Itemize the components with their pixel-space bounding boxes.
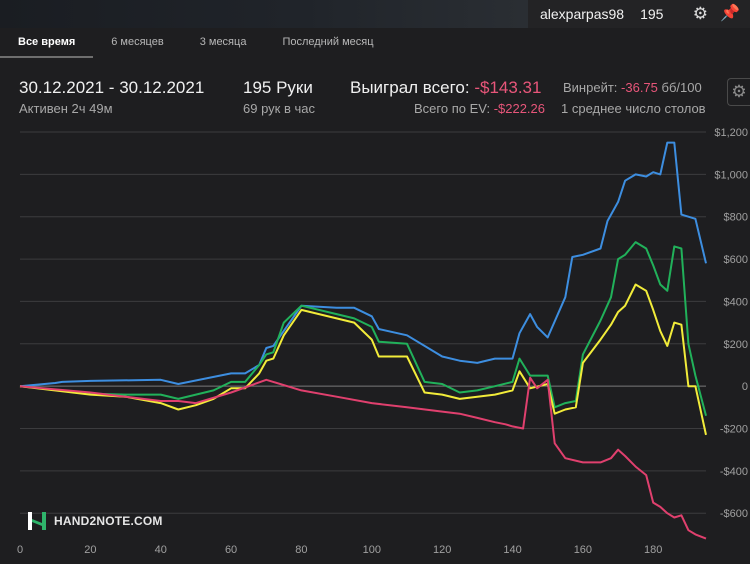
tab-last-month[interactable]: Последний месяц (282, 36, 374, 48)
x-tick-label: 60 (225, 544, 237, 556)
avg-tables: 1 среднее число столов (561, 101, 706, 116)
y-tick-label: -$400 (720, 466, 748, 478)
hands-per-hour: 69 рук в час (243, 101, 315, 116)
x-tick-label: 40 (155, 544, 167, 556)
won-label: Выиграл всего: (350, 78, 470, 97)
x-tick-label: 0 (17, 544, 23, 556)
y-tick-label: $1,000 (714, 169, 748, 181)
period-tabs: Все время 6 месяцев 3 месяца Последний м… (0, 28, 750, 58)
won-total: Выиграл всего: -$143.31 (350, 78, 541, 98)
y-tick-label: $600 (724, 254, 748, 266)
y-tick-label: 0 (742, 381, 748, 393)
won-value: -$143.31 (474, 78, 542, 97)
user-panel: alexparpas98 195 ⚙ 📌 (528, 0, 750, 28)
tab-all-time[interactable]: Все время (0, 28, 94, 58)
ev-value: -$222.26 (493, 101, 546, 116)
x-tick-label: 100 (363, 544, 381, 556)
y-tick-label: $400 (724, 296, 748, 308)
series-line-1 (19, 241, 707, 417)
x-tick-label: 120 (433, 544, 451, 556)
winrate: Винрейт: -36.75 бб/100 (563, 80, 702, 95)
settings-gear-icon[interactable]: ⚙ (692, 4, 708, 23)
hands-total: 195 Руки (243, 78, 313, 97)
x-tick-label: 80 (295, 544, 307, 556)
series-line-3 (19, 376, 707, 540)
username[interactable]: alexparpas98 (540, 6, 625, 22)
x-tick-label: 180 (644, 544, 662, 556)
logo-text: HAND2NOTE.COM (54, 514, 163, 528)
tab-3-months[interactable]: 3 месяца (199, 36, 247, 48)
chart-settings-gear-icon[interactable]: ⚙ (727, 78, 750, 106)
winrate-unit: бб/100 (661, 80, 702, 95)
series-line-0 (19, 141, 707, 388)
x-tick-label: 140 (503, 544, 521, 556)
y-tick-label: -$600 (720, 508, 748, 520)
active-time: Активен 2ч 49м (19, 101, 113, 116)
ev-total: Всего по EV: -$222.26 (414, 101, 545, 116)
hand2note-logo: HAND2NOTE.COM (26, 510, 163, 532)
series-line-2 (19, 283, 707, 436)
y-tick-label: $200 (724, 339, 748, 351)
y-tick-label: -$200 (720, 424, 748, 436)
winrate-label: Винрейт: (563, 80, 618, 95)
hands-count: 195 (640, 6, 664, 22)
y-tick-label: $1,200 (714, 127, 748, 139)
y-tick-label: $800 (724, 212, 748, 224)
x-tick-label: 20 (84, 544, 96, 556)
hand2note-logo-icon (28, 512, 46, 530)
x-tick-label: 160 (574, 544, 592, 556)
top-bar: alexparpas98 195 ⚙ 📌 (0, 0, 750, 28)
winrate-value: -36.75 (621, 80, 658, 95)
date-range: 30.12.2021 - 30.12.2021 (19, 78, 205, 97)
tab-6-months[interactable]: 6 месяцев (111, 36, 164, 48)
pin-icon[interactable]: 📌 (720, 5, 740, 22)
ev-label: Всего по EV: (414, 101, 491, 116)
